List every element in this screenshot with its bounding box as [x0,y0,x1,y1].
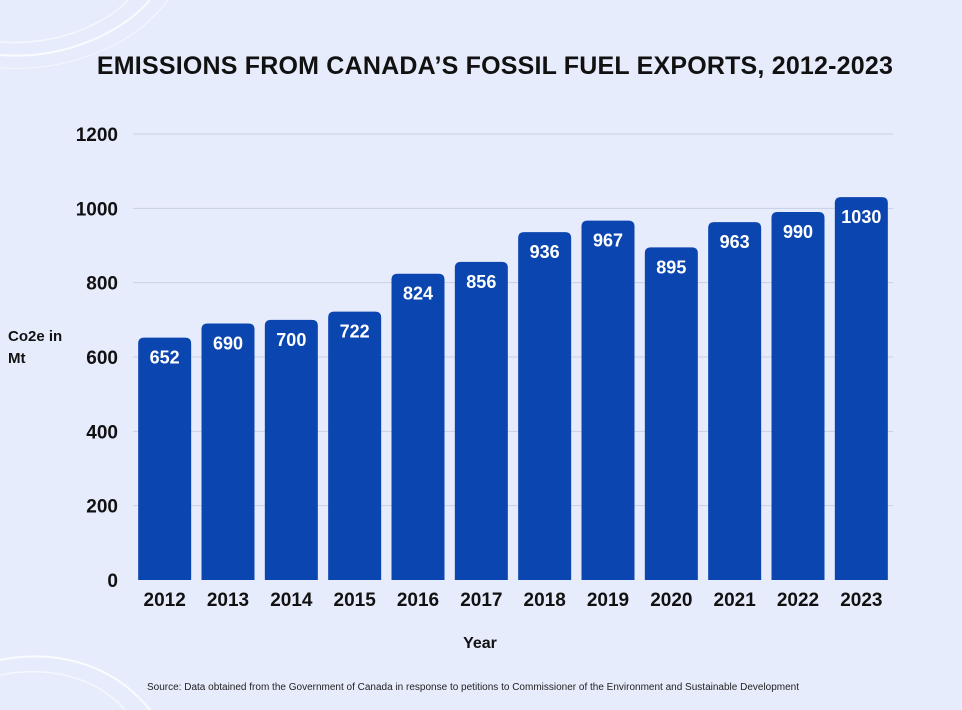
x-tick-label: 2021 [714,590,757,611]
y-tick-label: 1200 [76,125,118,146]
x-tick-label: 2020 [650,590,692,611]
x-tick-label: 2012 [144,590,186,611]
x-tick-label: 2022 [777,590,819,611]
y-tick-label: 1000 [76,199,118,220]
bar [328,311,382,580]
x-tick-label: 2018 [524,590,566,611]
bar [201,323,255,580]
x-tick-label: 2013 [207,590,249,611]
bar-value-label: 967 [593,231,623,251]
bar-value-label: 652 [150,348,180,368]
bar-chart: 0 200 400 600 800 1000 1200 652 2012 690 2013 700 20… [76,125,893,611]
y-tick-label: 600 [86,348,118,369]
x-tick-label: 2015 [334,590,377,611]
bar [264,319,318,580]
bar-value-label: 963 [720,232,750,252]
corner-decoration-bottom-left [0,655,151,710]
x-tick-label: 2019 [587,590,629,611]
x-tick-label: 2014 [270,590,313,611]
bar [834,197,888,580]
bar-value-label: 690 [213,334,243,354]
bar [518,232,572,580]
y-tick-label: 200 [86,497,118,518]
source-note: Source: Data obtained from the Governmen… [146,682,800,693]
y-tick-label: 400 [86,422,118,443]
bar-value-label: 936 [530,242,560,262]
bar-value-label: 722 [340,322,370,342]
x-tick-label: 2023 [840,590,882,611]
bar-value-label: 824 [403,284,433,304]
x-axis-label: Year [463,635,497,652]
bar [391,273,445,580]
chart-title: EMISSIONS FROM CANADA’S FOSSIL FUEL EXPO… [96,52,894,80]
bar-value-label: 1030 [841,207,881,227]
bar [454,261,508,580]
bar-value-label: 895 [656,257,686,277]
y-tick-label: 0 [107,571,118,592]
bar-value-label: 700 [276,330,306,350]
y-tick-label: 800 [86,274,118,295]
y-axis-label: Co2e in Mt [8,328,63,367]
bar-value-label: 990 [783,222,813,242]
bar [138,337,192,580]
bar [644,247,698,580]
x-tick-label: 2017 [460,590,502,611]
bar [708,222,762,580]
x-tick-label: 2016 [397,590,439,611]
bar [581,220,635,580]
bar-value-label: 856 [466,272,496,292]
bar [771,212,825,581]
